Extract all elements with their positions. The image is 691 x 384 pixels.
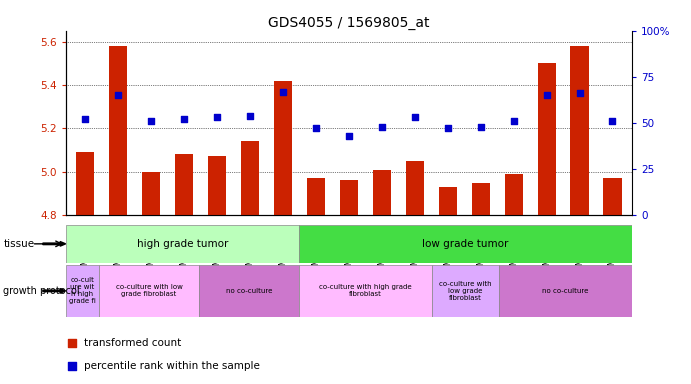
Bar: [66, 265, 99, 317]
Title: GDS4055 / 1569805_at: GDS4055 / 1569805_at: [268, 16, 430, 30]
Bar: [504, 174, 522, 215]
Bar: [241, 141, 259, 215]
Point: [607, 118, 618, 124]
Text: co-cult
ure wit
h high
grade fi: co-cult ure wit h high grade fi: [69, 277, 96, 305]
Point: [245, 113, 256, 119]
Point: [67, 340, 78, 346]
Text: high grade tumor: high grade tumor: [137, 239, 228, 249]
Bar: [538, 63, 556, 215]
Text: percentile rank within the sample: percentile rank within the sample: [84, 361, 261, 371]
Text: transformed count: transformed count: [84, 338, 182, 348]
Bar: [76, 152, 95, 215]
Point: [80, 116, 91, 122]
Bar: [274, 81, 292, 215]
Point: [113, 92, 124, 98]
Text: co-culture with
low grade
fibroblast: co-culture with low grade fibroblast: [439, 281, 492, 301]
Bar: [499, 265, 632, 317]
Text: no co-culture: no co-culture: [542, 288, 589, 294]
Bar: [340, 180, 358, 215]
Bar: [373, 169, 391, 215]
Point: [541, 92, 552, 98]
Text: growth protocol: growth protocol: [3, 286, 80, 296]
Text: low grade tumor: low grade tumor: [422, 239, 509, 249]
Bar: [176, 154, 193, 215]
Point: [146, 118, 157, 124]
Point: [377, 124, 388, 130]
Bar: [66, 225, 299, 263]
Text: co-culture with high grade
fibroblast: co-culture with high grade fibroblast: [319, 285, 412, 297]
Bar: [109, 46, 127, 215]
Point: [179, 116, 190, 122]
Bar: [603, 178, 622, 215]
Bar: [439, 187, 457, 215]
Bar: [433, 265, 499, 317]
Point: [310, 125, 321, 131]
Point: [211, 114, 223, 121]
Point: [574, 90, 585, 96]
Point: [508, 118, 519, 124]
Bar: [142, 172, 160, 215]
Bar: [299, 265, 433, 317]
Text: tissue: tissue: [3, 239, 35, 249]
Text: no co-culture: no co-culture: [226, 288, 272, 294]
Text: co-culture with low
grade fibroblast: co-culture with low grade fibroblast: [115, 285, 182, 297]
Point: [278, 88, 289, 94]
Bar: [99, 265, 199, 317]
Bar: [299, 225, 632, 263]
Point: [67, 363, 78, 369]
Bar: [406, 161, 424, 215]
Bar: [208, 157, 226, 215]
Point: [442, 125, 453, 131]
Point: [475, 124, 486, 130]
Bar: [199, 265, 299, 317]
Point: [343, 133, 354, 139]
Bar: [472, 182, 490, 215]
Point: [409, 114, 420, 121]
Bar: [571, 46, 589, 215]
Bar: [307, 178, 325, 215]
